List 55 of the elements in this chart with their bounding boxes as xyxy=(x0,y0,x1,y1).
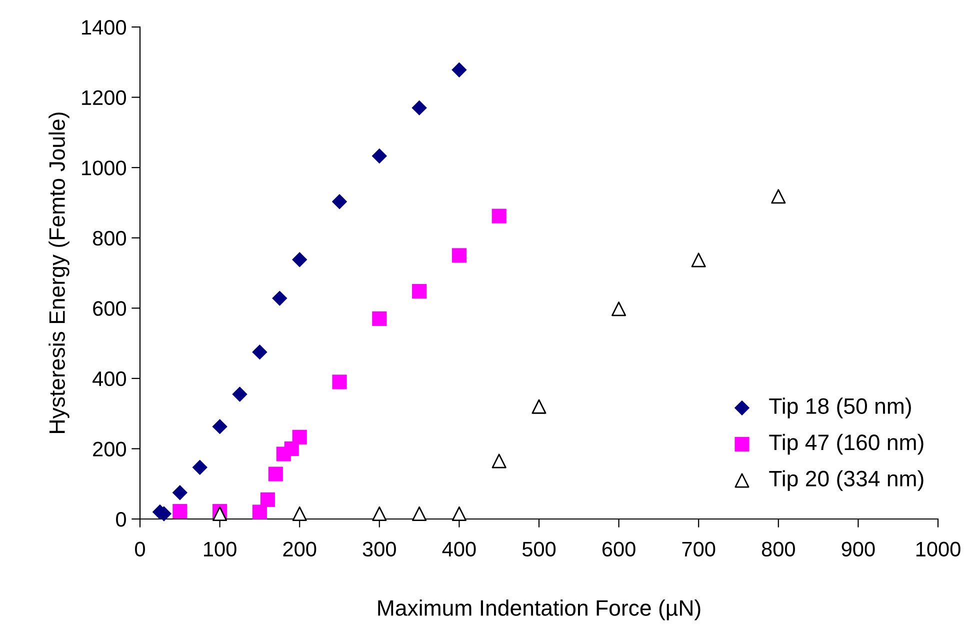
legend-label: Tip 47 (160 nm) xyxy=(769,434,924,455)
point xyxy=(452,248,466,263)
x-tick-label: 700 xyxy=(682,542,716,557)
point xyxy=(372,506,387,522)
point xyxy=(372,311,387,326)
point xyxy=(212,418,228,434)
x-tick-label: 600 xyxy=(602,542,636,557)
y-tick-label: 1400 xyxy=(82,20,126,35)
point xyxy=(332,374,347,390)
x-tick-label: 300 xyxy=(362,542,396,557)
point xyxy=(292,252,308,268)
point xyxy=(691,252,706,268)
point xyxy=(252,504,267,520)
point xyxy=(492,208,506,224)
legend-label: Tip 18 (50 nm) xyxy=(769,398,911,418)
point xyxy=(268,466,283,482)
y-tick-label: 800 xyxy=(92,230,126,246)
x-tick-label: 900 xyxy=(842,542,875,557)
y-tick-label: 1000 xyxy=(82,160,126,176)
point xyxy=(260,492,275,507)
x-axis-title: Maximum Indentation Force (µN) xyxy=(378,600,700,620)
point xyxy=(412,284,427,299)
point xyxy=(452,506,466,522)
point xyxy=(492,454,506,468)
point xyxy=(172,485,188,500)
y-tick-label: 1200 xyxy=(82,90,126,106)
x-tick-label: 800 xyxy=(762,542,795,557)
x-tick-label: 400 xyxy=(442,542,476,557)
point xyxy=(452,62,467,78)
point xyxy=(192,460,208,475)
x-tick-label: 0 xyxy=(135,542,145,557)
point xyxy=(412,506,427,522)
point xyxy=(172,504,188,519)
point xyxy=(284,441,299,456)
point xyxy=(272,290,288,306)
point xyxy=(372,148,388,164)
point xyxy=(252,344,268,360)
y-axis-title: Hysteresis Energy (Femto Joule) xyxy=(48,112,70,433)
legend-label: Tip 20 (334 nm) xyxy=(769,470,924,491)
point xyxy=(412,100,427,116)
y-tick-label: 600 xyxy=(93,301,126,316)
y-tick-label: 200 xyxy=(93,442,126,456)
y-tick-label: 0 xyxy=(116,512,126,527)
x-tick-label: 200 xyxy=(283,542,316,557)
y-tick-label: 400 xyxy=(92,371,126,386)
point xyxy=(332,194,348,210)
point xyxy=(292,506,307,522)
point xyxy=(532,399,546,414)
point xyxy=(612,302,626,316)
point xyxy=(292,430,307,444)
x-tick-label: 500 xyxy=(522,542,556,557)
x-tick-label: 100 xyxy=(204,542,236,557)
x-tick-label: 1000 xyxy=(916,542,960,557)
point xyxy=(232,386,248,402)
point xyxy=(771,189,786,204)
